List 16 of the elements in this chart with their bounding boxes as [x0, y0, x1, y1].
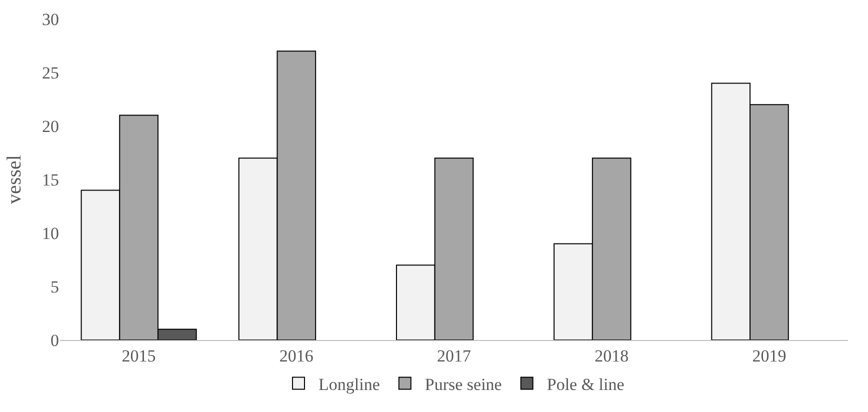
legend-label: Pole & line — [546, 374, 624, 394]
y-tick-label: 30 — [42, 10, 59, 29]
x-tick-label: 2018 — [594, 346, 629, 366]
y-tick-label: 5 — [50, 277, 59, 296]
y-axis-title: vessel — [4, 154, 26, 204]
y-tick-label: 0 — [50, 330, 59, 350]
y-tick-label: 20 — [42, 116, 59, 136]
x-tick-label: 2019 — [752, 346, 786, 366]
x-tick-label: 2016 — [279, 346, 314, 366]
x-tick-label: 2017 — [437, 346, 472, 366]
legend-label: Purse seine — [424, 374, 502, 394]
y-tick-label: 25 — [42, 63, 59, 82]
y-tick-label: 15 — [42, 170, 59, 190]
y-tick-label: 10 — [42, 224, 59, 243]
x-tick-label: 2015 — [122, 346, 156, 366]
legend-label: Longline — [318, 374, 380, 394]
